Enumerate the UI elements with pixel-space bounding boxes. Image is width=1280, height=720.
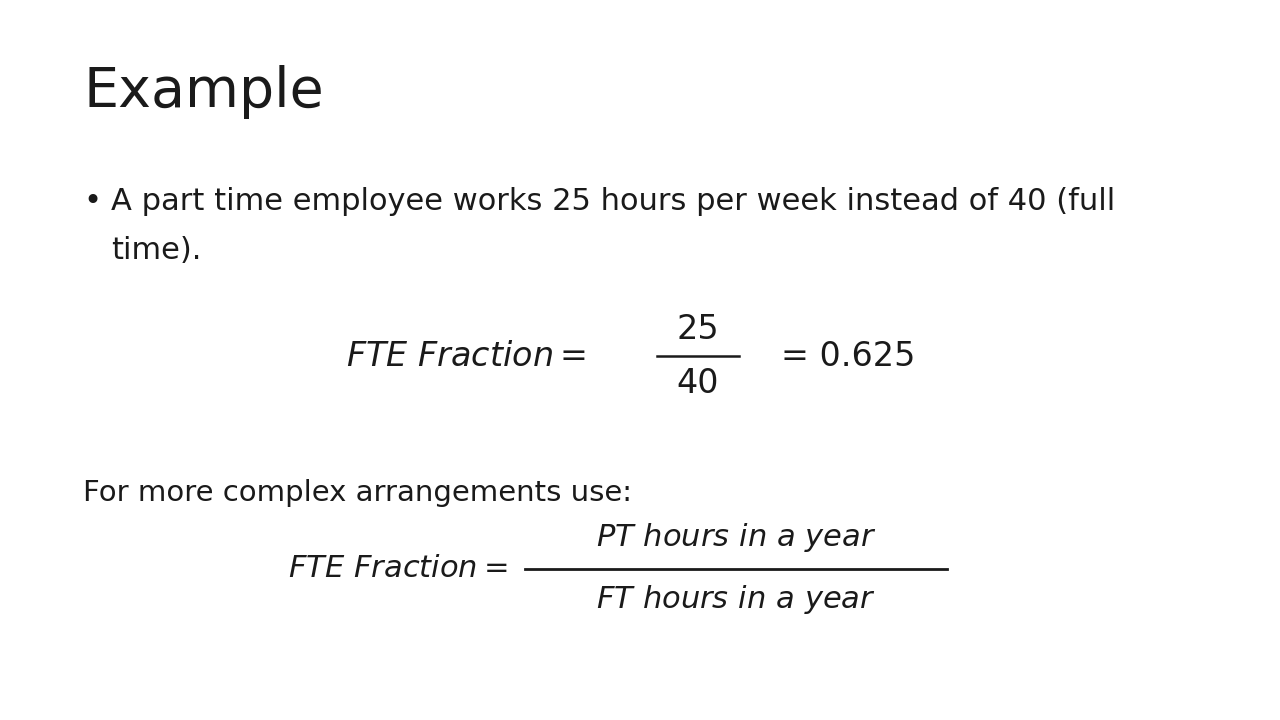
Text: $\mathit{FT\ hours\ in\ a\ year}$: $\mathit{FT\ hours\ in\ a\ year}$ <box>596 583 876 616</box>
Text: = 0.625: = 0.625 <box>781 340 915 373</box>
Text: For more complex arrangements use:: For more complex arrangements use: <box>83 479 632 507</box>
Text: A part time employee works 25 hours per week instead of 40 (full: A part time employee works 25 hours per … <box>111 187 1116 216</box>
Text: Example: Example <box>83 65 324 119</box>
Text: $\mathit{FTE\ Fraction}$$ =$: $\mathit{FTE\ Fraction}$$ =$ <box>288 554 508 583</box>
Text: •: • <box>83 187 101 216</box>
Text: time).: time). <box>111 236 202 265</box>
Text: 25: 25 <box>676 312 719 346</box>
Text: $\mathit{FTE\ Fraction}$$ =$: $\mathit{FTE\ Fraction}$$ =$ <box>346 340 586 373</box>
Text: 40: 40 <box>676 367 719 400</box>
Text: $\mathit{PT\ hours\ in\ a\ year}$: $\mathit{PT\ hours\ in\ a\ year}$ <box>595 521 877 554</box>
